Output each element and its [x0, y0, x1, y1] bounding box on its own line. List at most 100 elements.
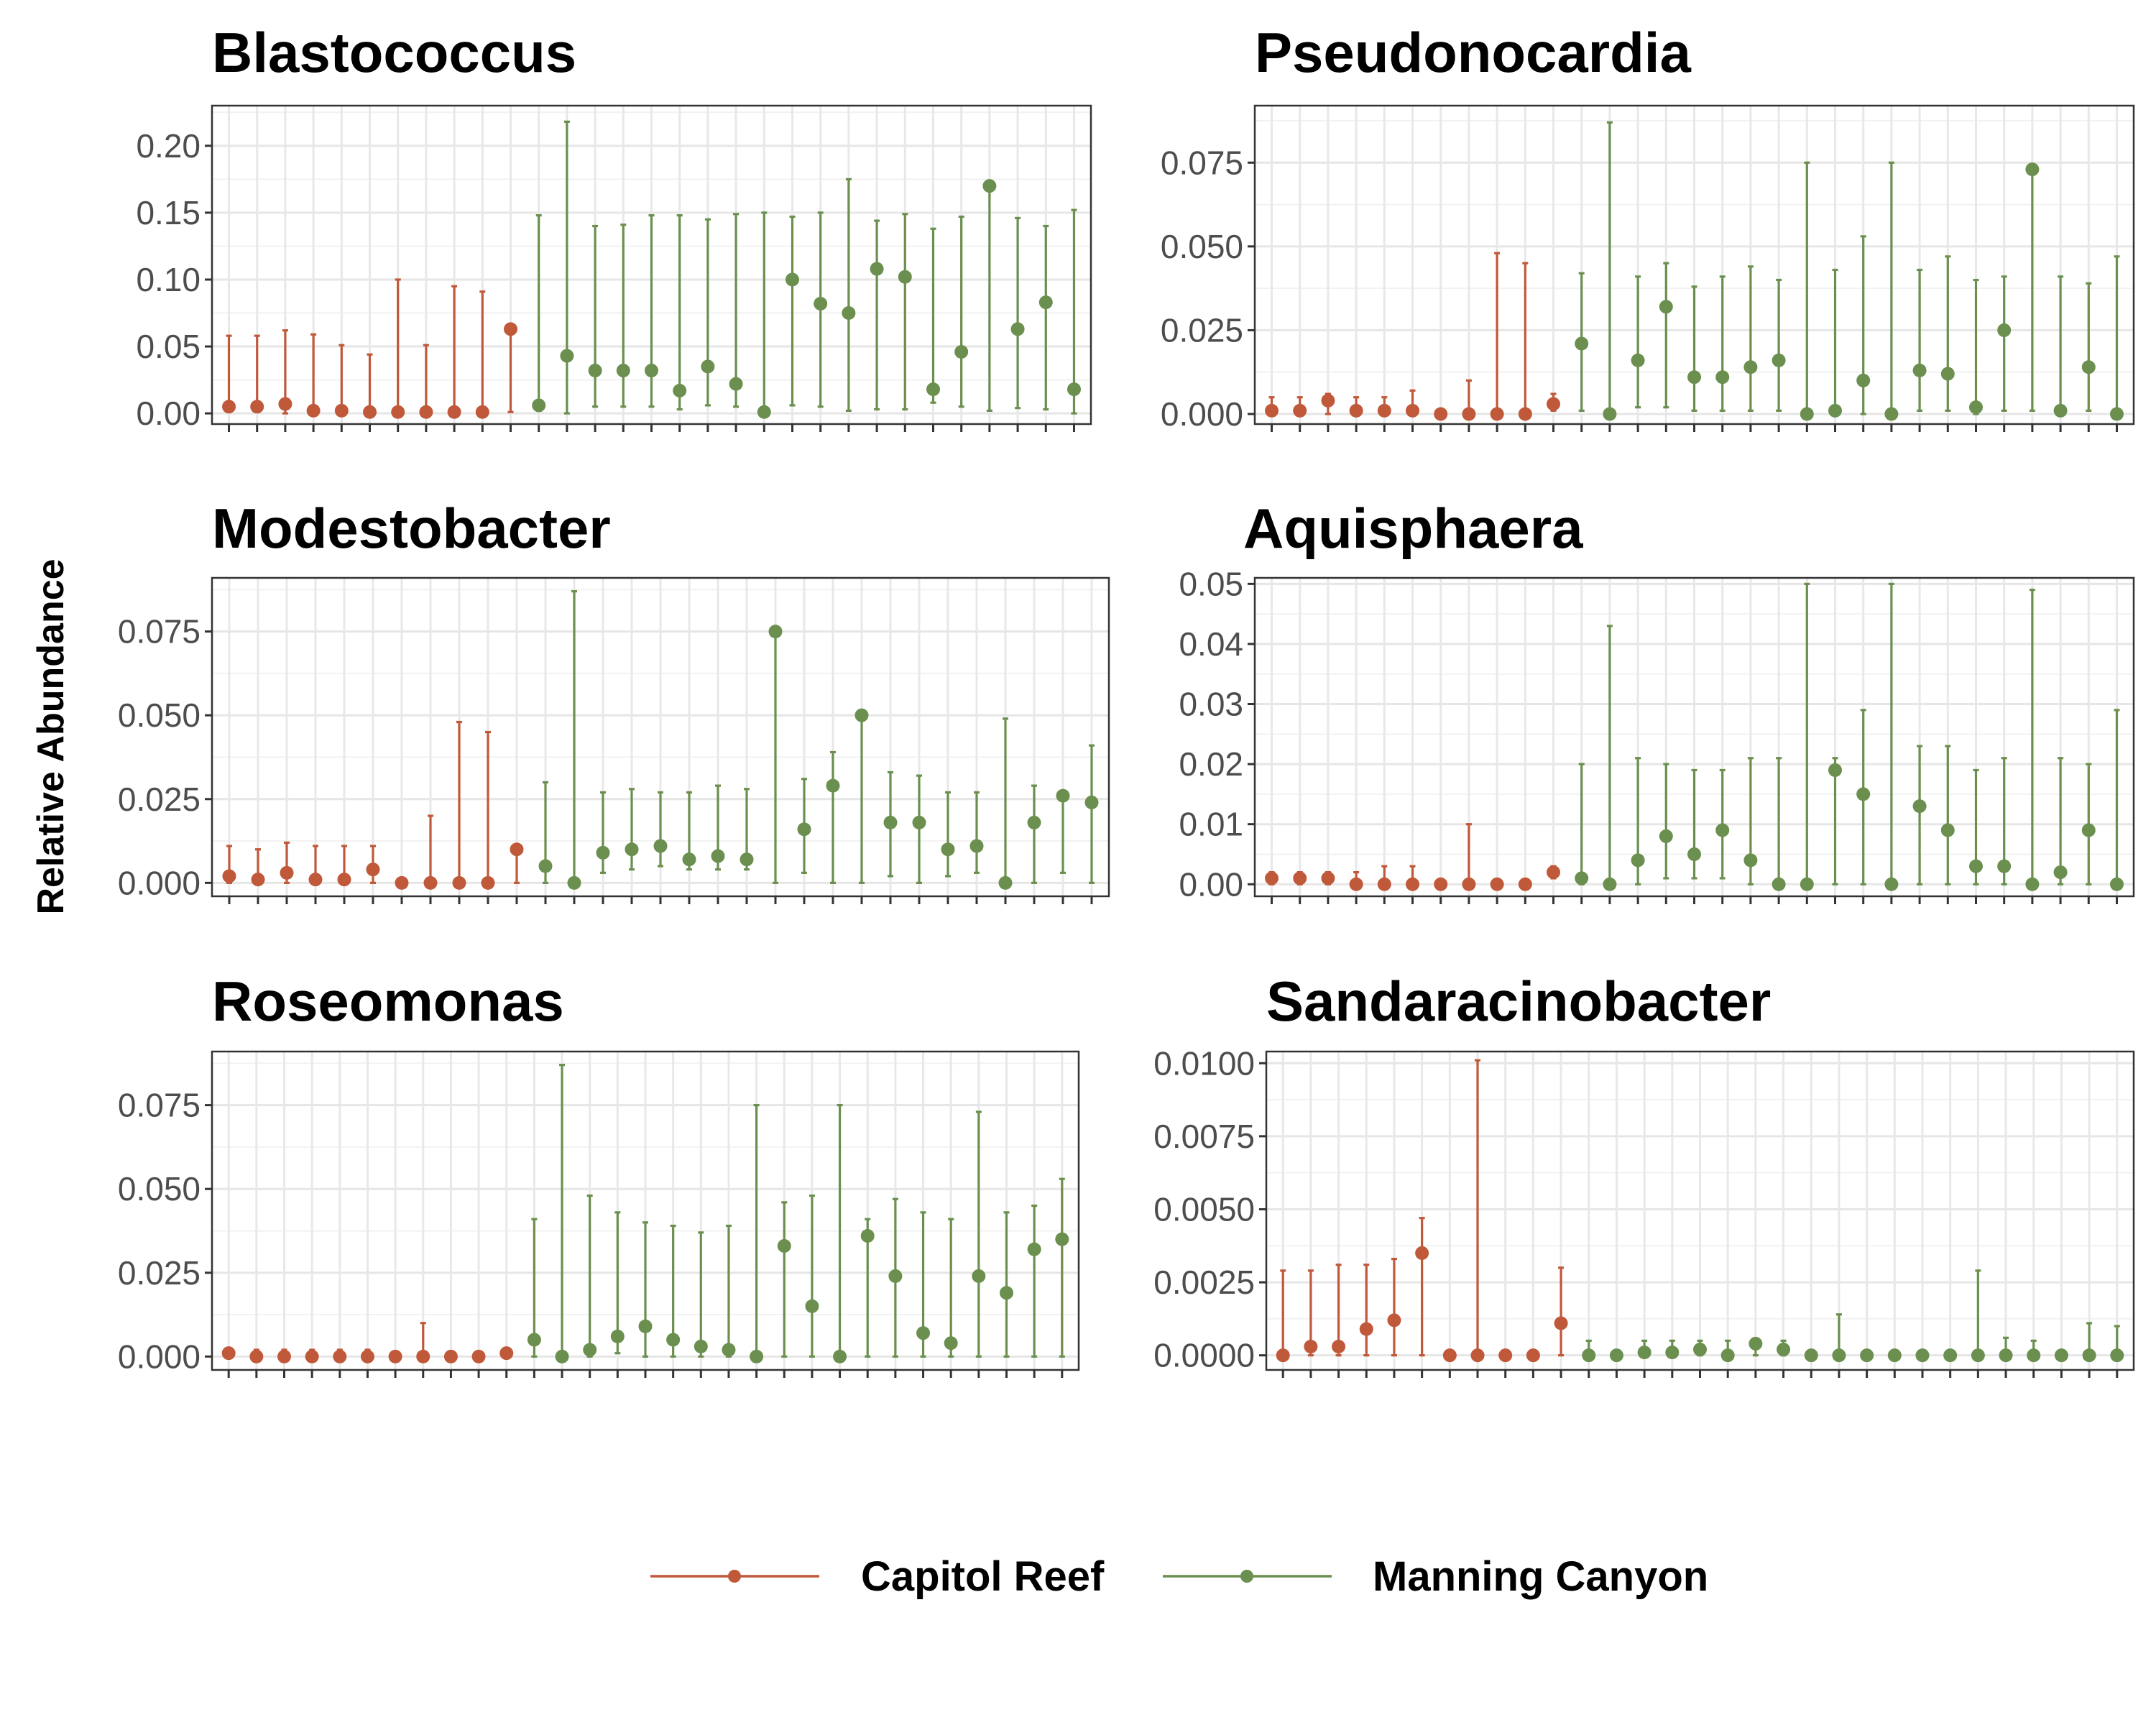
data-point [1442, 1348, 1457, 1363]
data-point [475, 405, 489, 419]
data-point [419, 405, 433, 419]
data-point [363, 405, 377, 419]
y-tick-label: 0.20 [136, 127, 201, 165]
panel-title: Sandaracinobacter [1266, 970, 1771, 1033]
data-point [555, 1349, 569, 1363]
data-point [1860, 1348, 1874, 1363]
data-point [1915, 1348, 1930, 1363]
y-tick-label: 0.0100 [1153, 1044, 1255, 1082]
y-tick-label: 0.075 [118, 1087, 201, 1124]
y-tick-label: 0.02 [1179, 745, 1243, 783]
data-point [391, 405, 405, 419]
data-point [653, 839, 668, 853]
panel-pseudonocardia: Pseudonocardia 0.000 0.025 0.050 0.075 [1161, 21, 2135, 433]
data-point [694, 1339, 708, 1353]
data-point [1715, 823, 1730, 837]
data-point [797, 822, 811, 837]
data-point [1800, 407, 1814, 421]
data-point [982, 179, 997, 193]
data-point [1887, 1348, 1902, 1363]
data-point [1462, 877, 1476, 891]
data-point [1349, 403, 1363, 418]
data-point [1832, 1348, 1846, 1363]
data-point [1406, 877, 1420, 891]
data-point [1276, 1348, 1290, 1363]
y-tick-label: 0.050 [118, 1170, 201, 1208]
y-tick-label: 0.01 [1179, 806, 1243, 843]
data-point [366, 862, 380, 877]
panel-modestobacter: Modestobacter 0.000 0.025 0.050 0.075 [118, 497, 1110, 904]
data-point [2027, 1348, 2041, 1363]
y-tick-label: 0.00 [1179, 865, 1243, 903]
y-tick-label: 0.000 [118, 1338, 201, 1375]
data-point [1582, 1348, 1596, 1363]
data-point [1997, 859, 2012, 873]
data-point [972, 1269, 986, 1283]
data-point [777, 1238, 791, 1253]
data-point [854, 708, 869, 722]
data-point [560, 349, 574, 363]
data-point [1265, 871, 1279, 886]
legend-item-manning-canyon: Manning Canyon [1163, 1553, 1708, 1600]
data-point [567, 875, 581, 890]
data-point [1693, 1343, 1707, 1357]
data-point [1884, 877, 1899, 891]
data-point [912, 815, 926, 829]
data-point [1603, 407, 1617, 421]
y-tick-label: 0.0050 [1153, 1190, 1255, 1228]
data-point [998, 875, 1013, 890]
data-point [2082, 1348, 2096, 1363]
data-point [740, 852, 754, 867]
data-point [1856, 373, 1871, 387]
panel-roseomonas: Roseomonas 0.000 0.025 0.050 0.075 [118, 970, 1080, 1378]
data-point [1804, 1348, 1818, 1363]
y-tick-label: 0.0025 [1153, 1264, 1255, 1301]
data-point [768, 625, 783, 639]
data-point [1387, 1313, 1401, 1328]
data-point [1321, 393, 1335, 408]
panel-title: Blastococcus [212, 21, 576, 84]
data-point [471, 1349, 486, 1363]
data-point [1687, 847, 1701, 861]
panel-sandaracinobacter: Sandaracinobacter 0.0000 0.0025 0.0050 0.007… [1153, 970, 2135, 1378]
data-point [1332, 1339, 1346, 1353]
y-tick-label: 0.05 [136, 328, 201, 365]
data-point [504, 322, 518, 336]
data-point [222, 400, 236, 414]
panel-title: Modestobacter [212, 497, 611, 560]
data-point [251, 873, 265, 887]
data-point [1027, 815, 1041, 829]
y-tick-label: 0.075 [1161, 144, 1243, 181]
data-point [2053, 403, 2068, 418]
data-point [625, 842, 639, 857]
data-point [250, 400, 264, 414]
data-point [954, 344, 969, 359]
y-tick-label: 0.025 [1161, 311, 1243, 349]
data-point [1971, 1348, 1985, 1363]
data-point [1518, 407, 1532, 421]
y-tick-label: 0.04 [1179, 625, 1243, 663]
data-point [452, 875, 466, 890]
data-point [1943, 1348, 1958, 1363]
data-point [1293, 871, 1307, 886]
data-point [1293, 403, 1307, 418]
data-point [443, 1349, 458, 1363]
panel-aquisphaera: Aquisphaera 0.00 0.01 0.02 0.03 0.04 0.05 [1179, 497, 2135, 904]
data-point [1055, 1232, 1069, 1246]
y-tick-label: 0.050 [118, 696, 201, 734]
y-tick-label: 0.050 [1161, 228, 1243, 265]
data-point [596, 845, 610, 860]
data-point [588, 364, 602, 378]
data-point [1518, 877, 1532, 891]
data-point [1777, 1343, 1791, 1357]
data-point [306, 403, 321, 418]
data-point [916, 1326, 931, 1340]
data-point [1349, 877, 1363, 891]
data-point [1377, 877, 1391, 891]
data-point [1940, 367, 1955, 381]
data-point [1828, 403, 1842, 418]
data-point [1406, 403, 1420, 418]
panels: Blastococcus 0.00 0.05 0.10 0.15 0.20 Pseudono… [118, 21, 2135, 1378]
data-point [1631, 353, 1645, 367]
